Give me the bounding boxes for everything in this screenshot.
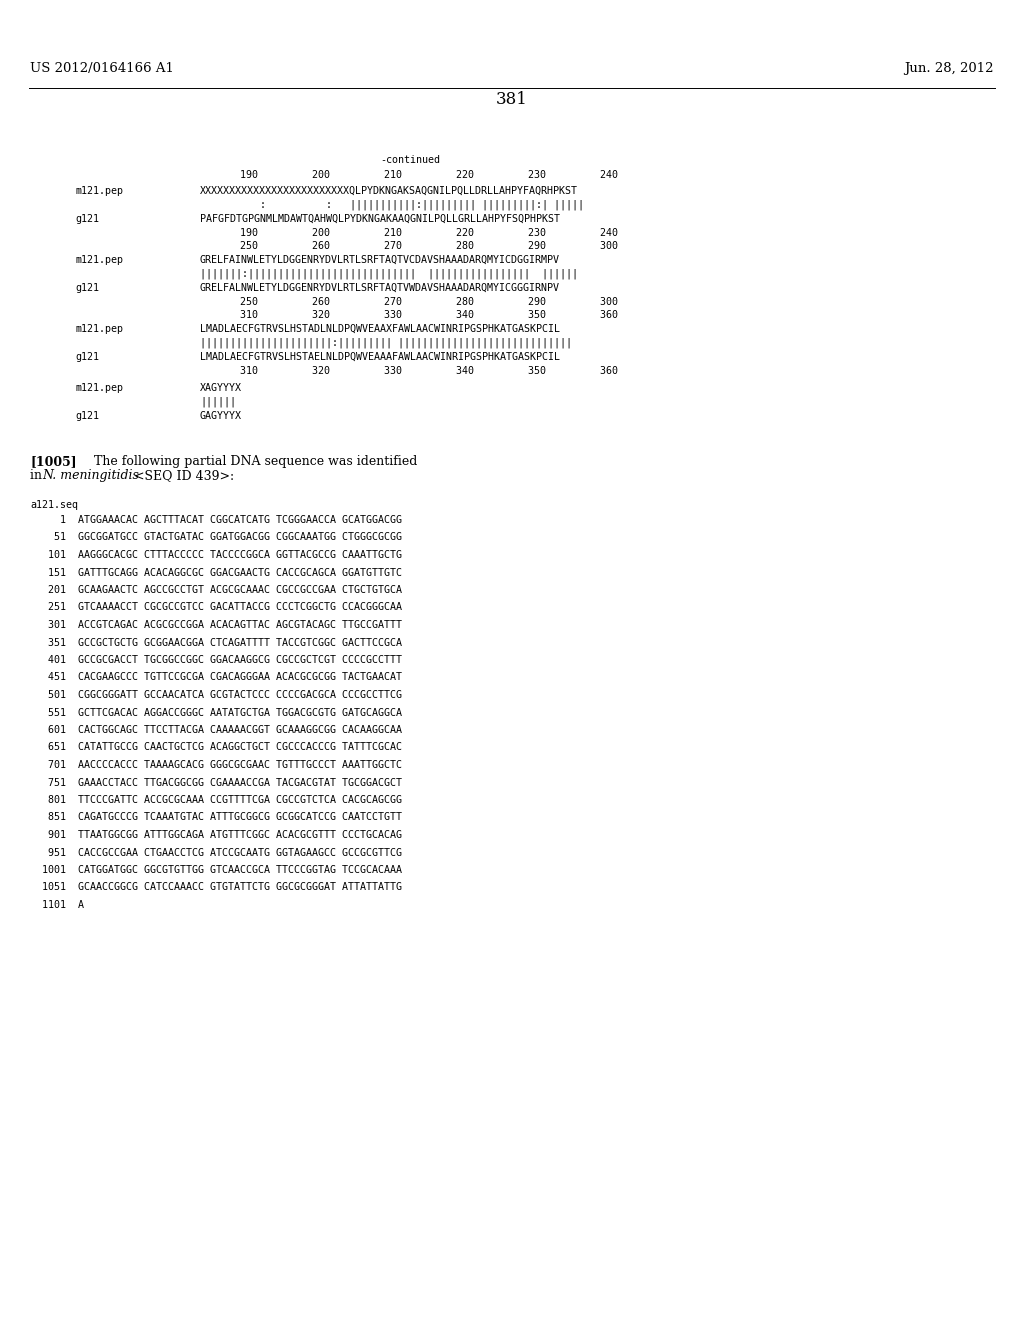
Text: 551  GCTTCGACAC AGGACCGGGC AATATGCTGA TGGACGCGTG GATGCAGGCA: 551 GCTTCGACAC AGGACCGGGC AATATGCTGA TGG… <box>30 708 402 718</box>
Text: 251  GTCAAAACCT CGCGCCGTCC GACATTACCG CCCTCGGCTG CCACGGGCAA: 251 GTCAAAACCT CGCGCCGTCC GACATTACCG CCC… <box>30 602 402 612</box>
Text: 1001  CATGGATGGC GGCGTGTTGG GTCAACCGCA TTCCCGGTAG TCCGCACAAA: 1001 CATGGATGGC GGCGTGTTGG GTCAACCGCA TT… <box>30 865 402 875</box>
Text: 201  GCAAGAACTC AGCCGCCTGT ACGCGCAAAC CGCCGCCGAA CTGCTGTGCA: 201 GCAAGAACTC AGCCGCCTGT ACGCGCAAAC CGC… <box>30 585 402 595</box>
Text: 451  CACGAAGCCC TGTTCCGCGA CGACAGGGAA ACACGCGCGG TACTGAACAT: 451 CACGAAGCCC TGTTCCGCGA CGACAGGGAA ACA… <box>30 672 402 682</box>
Text: GAGYYYX: GAGYYYX <box>200 411 242 421</box>
Text: a121.seq: a121.seq <box>30 500 78 510</box>
Text: in: in <box>30 469 46 482</box>
Text: 951  CACCGCCGAA CTGAACCTCG ATCCGCAATG GGTAGAAGCC GCCGCGTTCG: 951 CACCGCCGAA CTGAACCTCG ATCCGCAATG GGT… <box>30 847 402 858</box>
Text: 250         260         270         280         290         300: 250 260 270 280 290 300 <box>240 242 618 251</box>
Text: 601  CACTGGCAGC TTCCTTACGA CAAAAACGGT GCAAAGGCGG CACAAGGCAA: 601 CACTGGCAGC TTCCTTACGA CAAAAACGGT GCA… <box>30 725 402 735</box>
Text: 101  AAGGGCACGC CTTTACCCCC TACCCCGGCA GGTTACGCCG CAAATTGCTG: 101 AAGGGCACGC CTTTACCCCC TACCCCGGCA GGT… <box>30 550 402 560</box>
Text: LMADLAECFGTRVSLHSTAELNLDPQWVEAAAFAWLAACWINRIPGSPHKATGASKPCIL: LMADLAECFGTRVSLHSTAELNLDPQWVEAAAFAWLAACW… <box>200 352 560 362</box>
Text: ||||||||||||||||||||||:||||||||| |||||||||||||||||||||||||||||: ||||||||||||||||||||||:||||||||| |||||||… <box>200 338 572 348</box>
Text: g121: g121 <box>75 214 99 224</box>
Text: -continued: -continued <box>380 154 440 165</box>
Text: 190         200         210         220         230         240: 190 200 210 220 230 240 <box>240 170 618 180</box>
Text: PAFGFDTGPGNMLMDAWTQAHWQLPYDKNGAKAAQGNILPQLLGRLLAHPYFSQPHPKST: PAFGFDTGPGNMLMDAWTQAHWQLPYDKNGAKAAQGNILP… <box>200 214 560 224</box>
Text: 381: 381 <box>496 91 528 108</box>
Text: 701  AACCCCACCC TAAAAGCACG GGGCGCGAAC TGTTTGCCCT AAATTGGCTC: 701 AACCCCACCC TAAAAGCACG GGGCGCGAAC TGT… <box>30 760 402 770</box>
Text: m121.pep: m121.pep <box>75 323 123 334</box>
Text: m121.pep: m121.pep <box>75 383 123 393</box>
Text: 801  TTCCCGATTC ACCGCGCAAA CCGTTTTCGA CGCCGTCTCA CACGCAGCGG: 801 TTCCCGATTC ACCGCGCAAA CCGTTTTCGA CGC… <box>30 795 402 805</box>
Text: 1101  A: 1101 A <box>30 900 84 909</box>
Text: GRELFALNWLETYLDGGENRYDVLRTLSRFTAQTVWDAVSHAAADARQMYICGGGIRNPV: GRELFALNWLETYLDGGENRYDVLRTLSRFTAQTVWDAVS… <box>200 282 560 293</box>
Text: ||||||: |||||| <box>200 396 236 407</box>
Text: 310         320         330         340         350         360: 310 320 330 340 350 360 <box>240 310 618 319</box>
Text: The following partial DNA sequence was identified: The following partial DNA sequence was i… <box>82 455 418 469</box>
Text: 310         320         330         340         350         360: 310 320 330 340 350 360 <box>240 366 618 376</box>
Text: 301  ACCGTCAGAC ACGCGCCGGA ACACAGTTAC AGCGTACAGC TTGCCGATTT: 301 ACCGTCAGAC ACGCGCCGGA ACACAGTTAC AGC… <box>30 620 402 630</box>
Text: US 2012/0164166 A1: US 2012/0164166 A1 <box>30 62 174 75</box>
Text: 51  GGCGGATGCC GTACTGATAC GGATGGACGG CGGCAAATGG CTGGGCGCGG: 51 GGCGGATGCC GTACTGATAC GGATGGACGG CGGC… <box>30 532 402 543</box>
Text: 751  GAAACCTACC TTGACGGCGG CGAAAACCGA TACGACGTAT TGCGGACGCT: 751 GAAACCTACC TTGACGGCGG CGAAAACCGA TAC… <box>30 777 402 788</box>
Text: g121: g121 <box>75 411 99 421</box>
Text: N. meningitidis: N. meningitidis <box>42 469 139 482</box>
Text: Jun. 28, 2012: Jun. 28, 2012 <box>904 62 994 75</box>
Text: LMADLAECFGTRVSLHSTADLNLDPQWVEAAXFAWLAACWINRIPGSPHKATGASKPCIL: LMADLAECFGTRVSLHSTADLNLDPQWVEAAXFAWLAACW… <box>200 323 560 334</box>
Text: g121: g121 <box>75 352 99 362</box>
Text: XAGYYYX: XAGYYYX <box>200 383 242 393</box>
Text: 851  CAGATGCCCG TCAAATGTAC ATTTGCGGCG GCGGCATCCG CAATCCTGTT: 851 CAGATGCCCG TCAAATGTAC ATTTGCGGCG GCG… <box>30 813 402 822</box>
Text: m121.pep: m121.pep <box>75 186 123 195</box>
Text: 1  ATGGAAACAC AGCTTTACAT CGGCATCATG TCGGGAACCA GCATGGACGG: 1 ATGGAAACAC AGCTTTACAT CGGCATCATG TCGGG… <box>30 515 402 525</box>
Text: :          :   |||||||||||:||||||||| |||||||||:| |||||: : : |||||||||||:||||||||| |||||||||:| ||… <box>200 199 584 210</box>
Text: 190         200         210         220         230         240: 190 200 210 220 230 240 <box>240 228 618 238</box>
Text: [1005]: [1005] <box>30 455 77 469</box>
Text: g121: g121 <box>75 282 99 293</box>
Text: GRELFAINWLETYLDGGENRYDVLRTLSRFTAQTVCDAVSHAAADARQMYICDGGIRMPV: GRELFAINWLETYLDGGENRYDVLRTLSRFTAQTVCDAVS… <box>200 255 560 265</box>
Text: 1051  GCAACCGGCG CATCCAAACC GTGTATTCTG GGCGCGGGAT ATTATTATTG: 1051 GCAACCGGCG CATCCAAACC GTGTATTCTG GG… <box>30 883 402 892</box>
Text: 151  GATTTGCAGG ACACAGGCGC GGACGAACTG CACCGCAGCA GGATGTTGTC: 151 GATTTGCAGG ACACAGGCGC GGACGAACTG CAC… <box>30 568 402 578</box>
Text: m121.pep: m121.pep <box>75 255 123 265</box>
Text: 250         260         270         280         290         300: 250 260 270 280 290 300 <box>240 297 618 308</box>
Text: 901  TTAATGGCGG ATTTGGCAGA ATGTTTCGGC ACACGCGTTT CCCTGCACAG: 901 TTAATGGCGG ATTTGGCAGA ATGTTTCGGC ACA… <box>30 830 402 840</box>
Text: 501  CGGCGGGATT GCCAACATCA GCGTACTCCC CCCCGACGCA CCCGCCTTCG: 501 CGGCGGGATT GCCAACATCA GCGTACTCCC CCC… <box>30 690 402 700</box>
Text: 351  GCCGCTGCTG GCGGAACGGA CTCAGATTTT TACCGTCGGC GACTTCCGCA: 351 GCCGCTGCTG GCGGAACGGA CTCAGATTTT TAC… <box>30 638 402 648</box>
Text: 651  CATATTGCCG CAACTGCTCG ACAGGCTGCT CGCCCACCCG TATTTCGCAC: 651 CATATTGCCG CAACTGCTCG ACAGGCTGCT CGC… <box>30 742 402 752</box>
Text: <SEQ ID 439>:: <SEQ ID 439>: <box>130 469 234 482</box>
Text: |||||||:||||||||||||||||||||||||||||  |||||||||||||||||  ||||||: |||||||:|||||||||||||||||||||||||||| |||… <box>200 268 578 279</box>
Text: XXXXXXXXXXXXXXXXXXXXXXXXXQLPYDKNGAKSAQGNILPQLLDRLLAHPYFAQRHPKST: XXXXXXXXXXXXXXXXXXXXXXXXXQLPYDKNGAKSAQGN… <box>200 186 578 195</box>
Text: 401  GCCGCGACCT TGCGGCCGGC GGACAAGGCG CGCCGCTCGT CCCCGCCTTT: 401 GCCGCGACCT TGCGGCCGGC GGACAAGGCG CGC… <box>30 655 402 665</box>
